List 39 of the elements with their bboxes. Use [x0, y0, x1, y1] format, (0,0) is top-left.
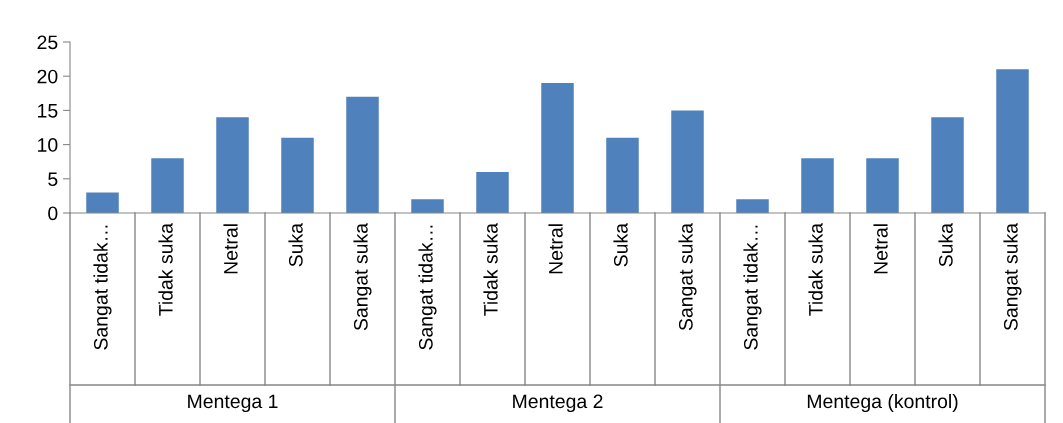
x-tick-label: Netral: [548, 224, 563, 274]
y-tick-label: 5: [48, 172, 58, 187]
x-tick-label: Sangat tidak…: [93, 225, 112, 350]
y-tick-label: 10: [38, 138, 58, 152]
x-tick-label: Suka: [613, 223, 628, 267]
bar: [866, 158, 899, 213]
bar: [996, 69, 1029, 213]
bar: [541, 83, 574, 213]
y-tick-label: 20: [37, 69, 58, 84]
x-tick-label: Sangat suka: [353, 222, 372, 331]
x-tick-label: Netral: [223, 224, 238, 274]
bar: [411, 199, 444, 213]
x-tick-label: Sangat tidak…: [743, 225, 762, 350]
bar: [86, 192, 119, 213]
x-tick-label: Tidak suka: [158, 223, 173, 316]
y-tick-label: 0: [48, 206, 58, 221]
x-tick-label: Netral: [873, 224, 888, 274]
y-tick-label: 15: [38, 104, 58, 118]
bar: [151, 158, 184, 213]
bar: [931, 117, 964, 213]
bar: [216, 117, 249, 213]
x-tick-label: Sangat suka: [678, 222, 697, 331]
text: Mentega 1: [188, 394, 278, 413]
bar: [671, 110, 704, 213]
x-tick-label: Tidak suka: [808, 223, 823, 316]
bar: [606, 137, 639, 213]
text: Mentega 2: [513, 394, 603, 413]
bar: [281, 137, 314, 213]
bar: [346, 96, 379, 213]
text: Mentega (kontrol): [807, 393, 958, 413]
x-tick-label: Tidak suka: [483, 223, 498, 316]
x-tick-label: Suka: [288, 223, 303, 267]
x-tick-label: Sangat tidak…: [418, 225, 437, 350]
bar: [801, 158, 834, 213]
bar: [736, 199, 769, 213]
y-tick-label: 25: [37, 35, 58, 50]
x-tick-label: Suka: [938, 223, 953, 267]
x-tick-label: Sangat suka: [1003, 222, 1022, 331]
bar: [476, 171, 509, 213]
